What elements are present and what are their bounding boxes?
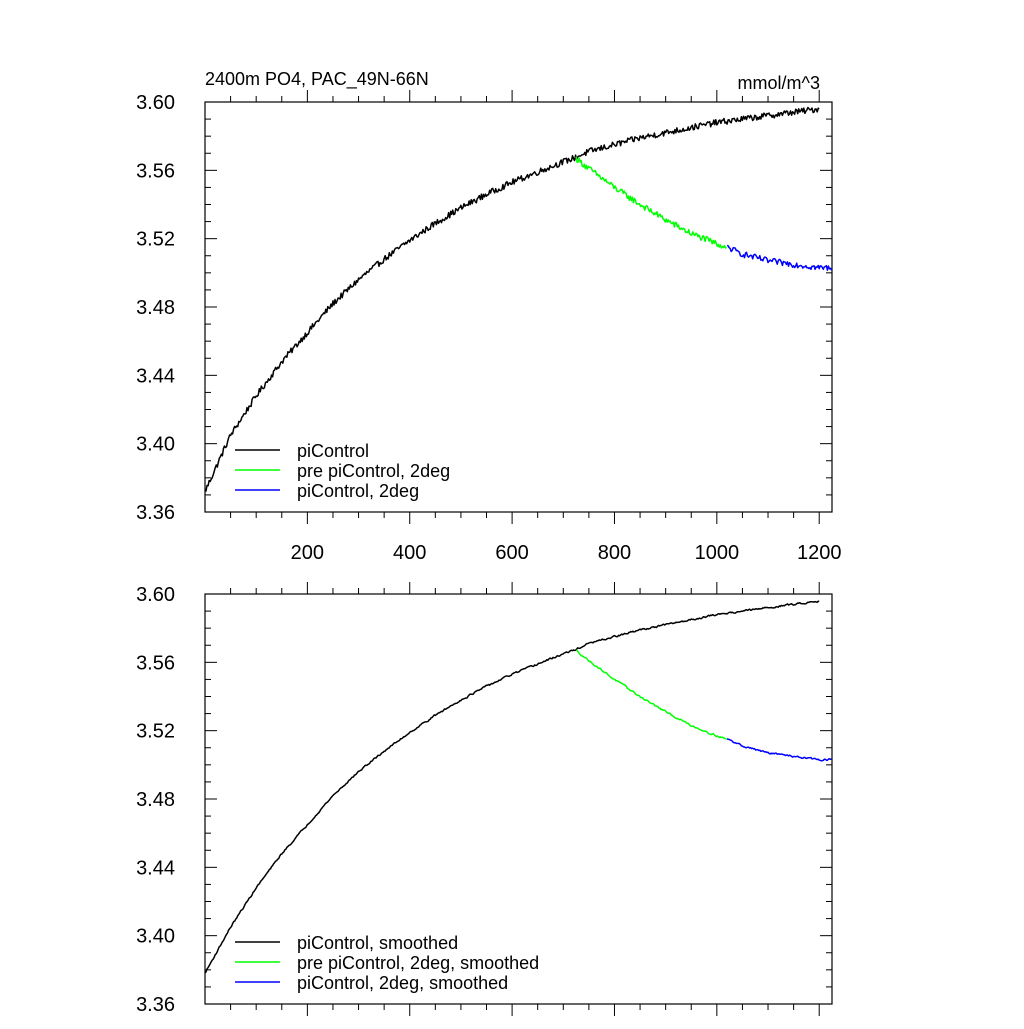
y-tick-label: 3.56 (136, 160, 175, 182)
axis-ticks (205, 90, 832, 524)
x-tick-label: 400 (393, 542, 426, 564)
legend-label: piControl (297, 441, 369, 461)
legend-label: piControl, 2deg, smoothed (297, 973, 508, 993)
y-tick-label: 3.48 (136, 789, 175, 811)
y-tick-label: 3.44 (136, 365, 175, 387)
legend-label: piControl, 2deg (297, 481, 419, 501)
units-label: mmol/m^3 (738, 73, 820, 93)
chart-title: 2400m PO4, PAC_49N-66N (205, 69, 429, 90)
y-tick-label: 3.36 (136, 502, 175, 524)
x-tick-label: 800 (598, 542, 631, 564)
series-line-picontrol (204, 106, 820, 492)
y-tick-label: 3.56 (136, 652, 175, 674)
y-tick-label: 3.52 (136, 721, 175, 743)
series-line-picontrol-2deg (726, 244, 833, 271)
legend-label: pre piControl, 2deg (297, 461, 450, 481)
y-tick-label: 3.52 (136, 229, 175, 251)
series-line-picontrol-2deg-smoothed (726, 738, 832, 762)
series-line-pre-picontrol-2deg-smoothed (575, 649, 727, 740)
x-tick-label: 200 (291, 542, 324, 564)
chart-panel-1: 3.36 3.40 3.44 3.48 3.52 3.56 3.60 200 400 600 800… (136, 69, 841, 564)
x-tick-label: 600 (495, 542, 528, 564)
y-tick-label: 3.36 (136, 994, 175, 1016)
y-tick-label: 3.60 (136, 92, 175, 114)
y-tick-label: 3.44 (136, 857, 175, 879)
y-tick-label: 3.48 (136, 297, 175, 319)
x-tick-label: 1200 (797, 542, 842, 564)
legend-label: piControl, smoothed (297, 933, 458, 953)
x-tick-label: 1000 (695, 542, 740, 564)
chart-panel-2: 3.36 3.40 3.44 3.48 3.52 3.56 3.60 piControl, s… (136, 582, 833, 1016)
y-tick-label: 3.40 (136, 434, 175, 456)
legend-label: pre piControl, 2deg, smoothed (297, 953, 539, 973)
y-tick-label: 3.60 (136, 584, 175, 606)
axis-ticks (205, 582, 832, 1016)
y-tick-label: 3.40 (136, 926, 175, 948)
series-line-picontrol-smoothed (204, 600, 820, 974)
series-line-pre-picontrol-2deg (575, 156, 727, 249)
